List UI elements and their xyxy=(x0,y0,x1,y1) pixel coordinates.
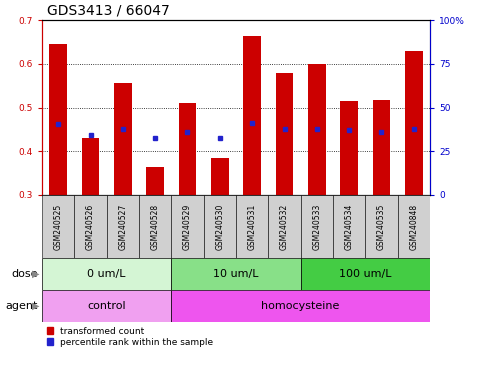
Bar xyxy=(171,195,204,258)
Text: GSM240530: GSM240530 xyxy=(215,203,224,250)
Bar xyxy=(300,258,430,290)
Text: GSM240526: GSM240526 xyxy=(86,204,95,250)
Bar xyxy=(236,195,269,258)
Text: ▶: ▶ xyxy=(32,301,40,311)
Text: GSM240533: GSM240533 xyxy=(313,203,321,250)
Bar xyxy=(114,83,132,195)
Text: 0 um/L: 0 um/L xyxy=(87,269,126,279)
Text: GSM240529: GSM240529 xyxy=(183,204,192,250)
Text: GSM240532: GSM240532 xyxy=(280,204,289,250)
Bar xyxy=(42,290,171,322)
Bar xyxy=(276,73,293,195)
Bar xyxy=(82,138,99,195)
Bar xyxy=(341,101,358,195)
Bar xyxy=(171,290,430,322)
Bar xyxy=(211,158,229,195)
Bar xyxy=(107,195,139,258)
Text: agent: agent xyxy=(6,301,38,311)
Text: GSM240535: GSM240535 xyxy=(377,203,386,250)
Bar xyxy=(49,44,67,195)
Text: dose: dose xyxy=(12,269,38,279)
Bar xyxy=(139,195,171,258)
Text: 10 um/L: 10 um/L xyxy=(213,269,259,279)
Bar xyxy=(398,195,430,258)
Bar xyxy=(42,258,171,290)
Text: 100 um/L: 100 um/L xyxy=(339,269,392,279)
Text: GSM240525: GSM240525 xyxy=(54,204,63,250)
Bar xyxy=(74,195,107,258)
Bar xyxy=(333,195,365,258)
Bar xyxy=(365,195,398,258)
Bar xyxy=(146,167,164,195)
Bar xyxy=(308,64,326,195)
Text: homocysteine: homocysteine xyxy=(261,301,340,311)
Bar xyxy=(269,195,300,258)
Bar xyxy=(372,99,390,195)
Text: ▶: ▶ xyxy=(32,269,40,279)
Text: GSM240531: GSM240531 xyxy=(248,204,256,250)
Text: GSM240848: GSM240848 xyxy=(409,204,418,250)
Legend: transformed count, percentile rank within the sample: transformed count, percentile rank withi… xyxy=(46,326,213,347)
Text: GSM240528: GSM240528 xyxy=(151,204,160,250)
Bar xyxy=(179,103,197,195)
Text: GSM240527: GSM240527 xyxy=(118,204,128,250)
Text: GDS3413 / 66047: GDS3413 / 66047 xyxy=(47,4,170,18)
Bar xyxy=(405,51,423,195)
Bar xyxy=(42,195,74,258)
Bar xyxy=(171,258,300,290)
Bar xyxy=(300,195,333,258)
Text: control: control xyxy=(87,301,126,311)
Bar xyxy=(204,195,236,258)
Bar xyxy=(243,36,261,195)
Text: GSM240534: GSM240534 xyxy=(345,203,354,250)
